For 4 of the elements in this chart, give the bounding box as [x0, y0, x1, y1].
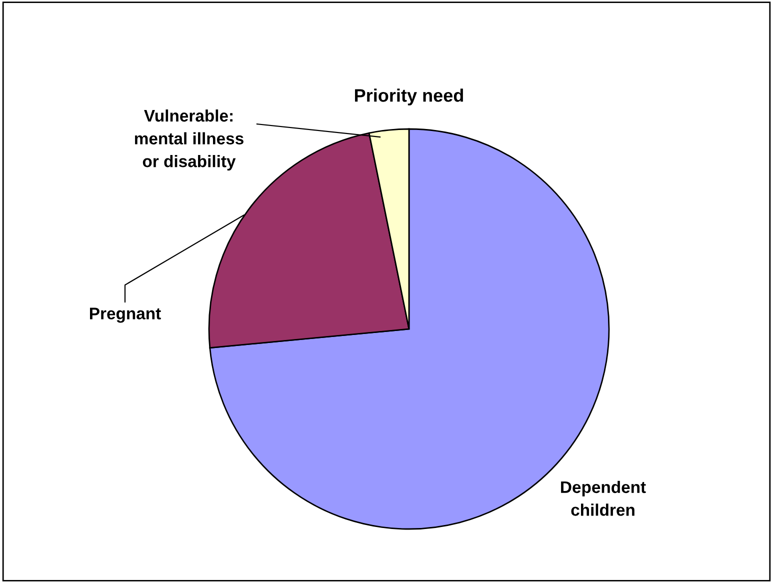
chart-title: Priority need — [355, 88, 463, 106]
slice-label: Dependent children — [561, 480, 646, 516]
slice-label: Vulnerable: mental illness or disability — [134, 109, 244, 171]
slice-label: Pregnant — [90, 308, 161, 323]
